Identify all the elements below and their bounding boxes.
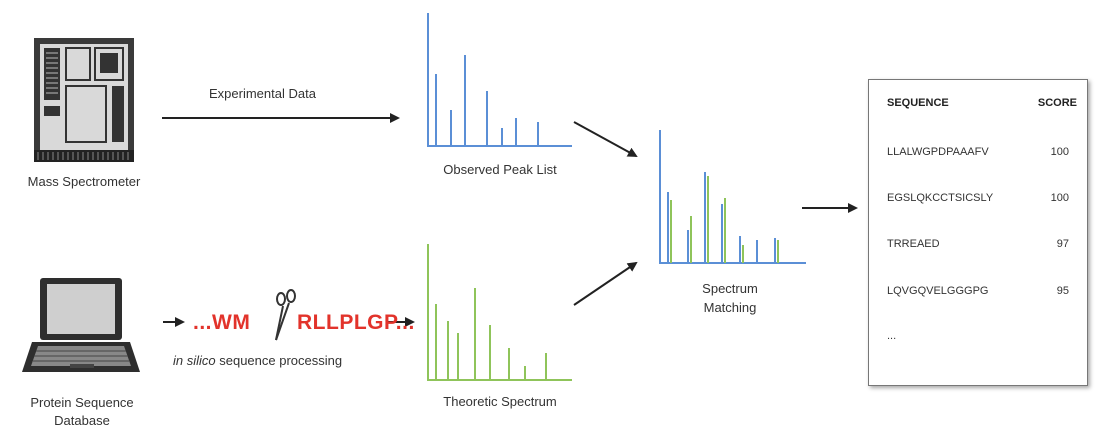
arrow-theoretic-to-matching: [573, 261, 638, 306]
mass-spectrometer-label: Mass Spectrometer: [27, 174, 141, 189]
arrow-observed-to-matching: [573, 121, 638, 157]
theoretic-spectrum: [427, 244, 572, 381]
in-silico-label: in silico sequence processing: [173, 353, 342, 368]
scissors-icon: [275, 289, 296, 341]
result-ellipsis: ...: [887, 330, 897, 342]
sequence-fragment-right: RLLPLGP...: [297, 311, 415, 334]
result-score: 95: [1056, 285, 1069, 297]
in-silico-rest: sequence processing: [215, 353, 343, 368]
result-sequence: LQVGQVELGGGPG: [887, 285, 989, 297]
result-score: 100: [1050, 146, 1069, 158]
result-score: 100: [1050, 192, 1069, 204]
spectrum-matching-label-line2: Matching: [703, 300, 757, 315]
protein-db-label-line2: Database: [54, 413, 110, 428]
sequence-column-header: SEQUENCE: [887, 97, 949, 109]
result-sequence: TRREAED: [887, 238, 940, 250]
sequence-fragment-left: ...WM: [193, 311, 251, 334]
mass-spectrometer-icon: [34, 38, 134, 162]
result-score: 97: [1056, 238, 1069, 250]
result-sequence: LLALWGPDPAAAFV: [887, 146, 989, 158]
score-column-header: SCORE: [1037, 97, 1077, 109]
spectrum-matching-label-line1: Spectrum: [702, 281, 758, 296]
matching-spectrum: [659, 130, 806, 264]
results-table: SEQUENCE SCORE LLALWGPDPAAAFV 100 EGSLQK…: [868, 79, 1088, 386]
result-sequence: EGSLQKCCTSICSLY: [887, 192, 994, 204]
observed-peak-list-label: Observed Peak List: [443, 162, 557, 177]
in-silico-italic: in silico: [173, 353, 216, 368]
observed-peak-list: [427, 13, 572, 147]
theoretic-spectrum-label: Theoretic Spectrum: [443, 394, 557, 409]
laptop-icon: [22, 278, 140, 372]
experimental-data-label: Experimental Data: [209, 86, 316, 101]
protein-db-label-line1: Protein Sequence: [30, 395, 134, 410]
